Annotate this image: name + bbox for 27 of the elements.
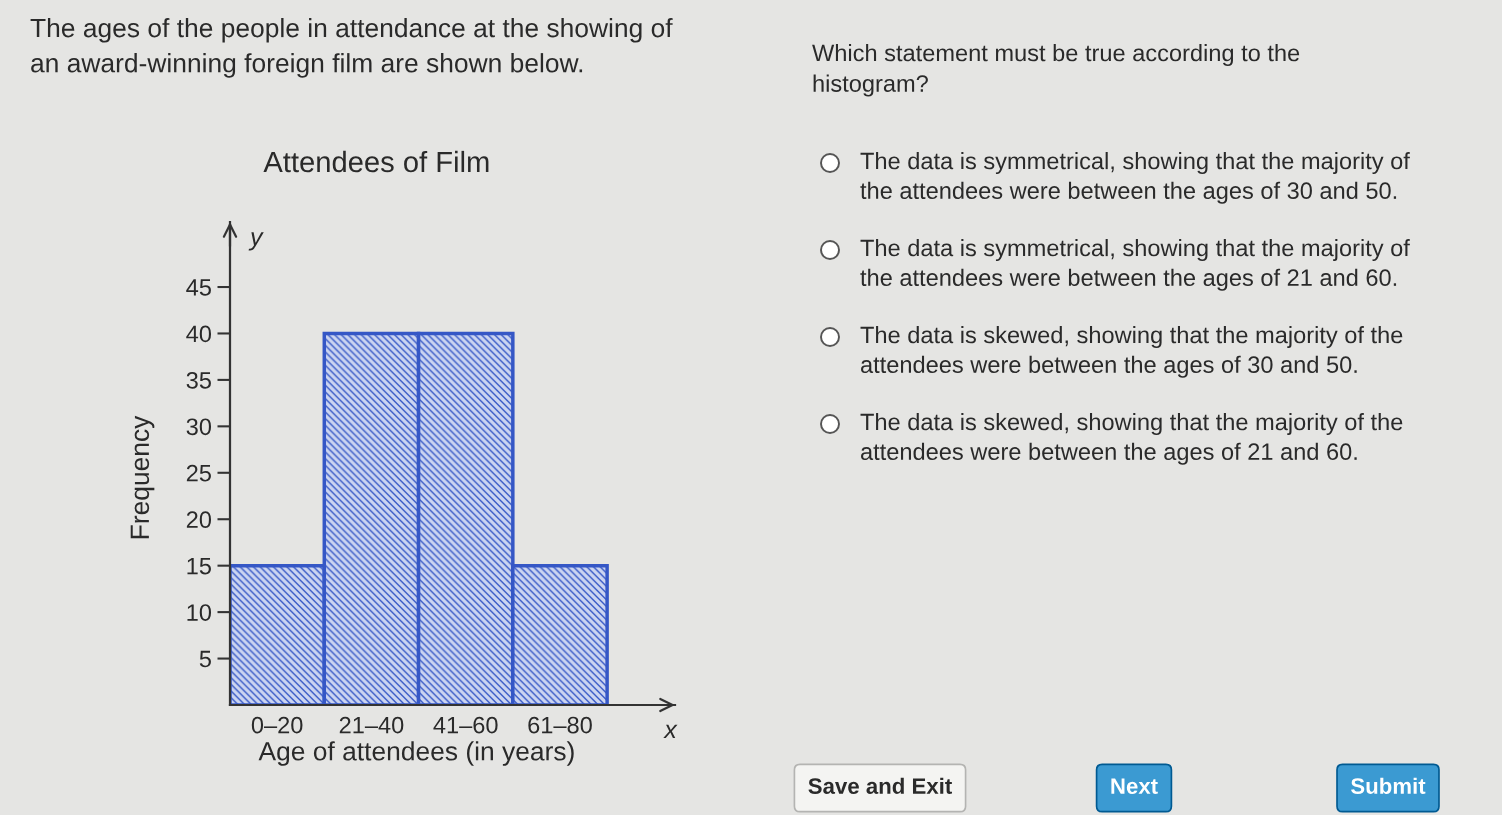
text: Submit (1350, 777, 1426, 794)
y-tick-label: 40 (186, 325, 212, 343)
text: The data is symmetrical, showing that the majority of the attendees were between the ages of 30 and 50. (860, 152, 1410, 204)
chart-title: Attendees of Film (263, 150, 489, 173)
x-tick-label: 21–40 (339, 716, 404, 734)
text: x (663, 724, 678, 739)
y-tick-label: 20 (186, 511, 212, 529)
text: Save and Exit (808, 777, 952, 794)
y-axis-title: Frequency (130, 415, 155, 539)
y-tick-label: 15 (187, 557, 211, 575)
x-tick-label: 61–80 (528, 716, 592, 734)
x-tick-label: 0–20 (251, 716, 303, 734)
text: The ages of the people in attendance at the showing of an award-winning foreign film are shown below. (30, 18, 673, 78)
y-tick-label: 25 (186, 464, 211, 482)
annotation: y (248, 232, 264, 251)
text: The data is skewed, showing that the majority of the attendees were between the ages of 21 and 60. (860, 413, 1403, 465)
y-tick-label: 5 (199, 650, 211, 668)
x-axis-title: Age of attendees (in years) (258, 741, 574, 766)
y-tick-label: 35 (186, 371, 211, 389)
y-tick-label: 10 (187, 604, 212, 621)
text: The data is skewed, showing that the majority of the attendees were between the ages of 30 and 50. (860, 326, 1403, 378)
y-tick-label: 30 (186, 418, 212, 436)
y-tick-label: 45 (186, 279, 211, 296)
x-tick-label: 41–60 (433, 716, 498, 734)
text: The data is symmetrical, showing that the majority of the attendees were between the ages of 21 and 60. (860, 239, 1410, 291)
text: Next (1111, 778, 1158, 794)
text: Which statement must be true according to the histogram? (812, 44, 1300, 97)
